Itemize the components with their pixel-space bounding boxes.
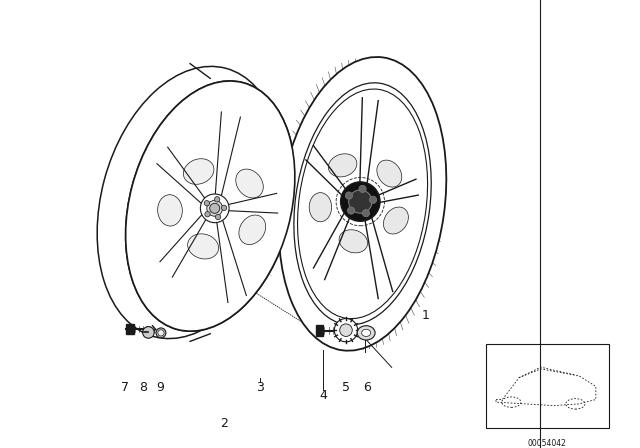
- Ellipse shape: [188, 234, 219, 259]
- Text: 9: 9: [156, 381, 164, 394]
- Text: 5: 5: [342, 381, 350, 394]
- Ellipse shape: [369, 196, 377, 203]
- Ellipse shape: [340, 182, 380, 221]
- Ellipse shape: [156, 328, 166, 338]
- Text: 1: 1: [421, 309, 429, 323]
- Ellipse shape: [158, 330, 164, 336]
- Ellipse shape: [97, 66, 283, 339]
- Ellipse shape: [349, 190, 372, 213]
- Bar: [127, 324, 134, 334]
- Ellipse shape: [125, 81, 295, 331]
- Ellipse shape: [362, 210, 369, 217]
- Text: 2: 2: [220, 417, 228, 430]
- Ellipse shape: [214, 197, 220, 202]
- Ellipse shape: [359, 185, 366, 193]
- Ellipse shape: [143, 327, 154, 338]
- Text: 7: 7: [121, 381, 129, 394]
- Ellipse shape: [207, 200, 223, 216]
- Text: 00054042: 00054042: [528, 439, 566, 448]
- Ellipse shape: [184, 159, 214, 184]
- Ellipse shape: [200, 194, 229, 223]
- Ellipse shape: [309, 193, 332, 222]
- Ellipse shape: [348, 207, 355, 214]
- Ellipse shape: [340, 324, 352, 336]
- Ellipse shape: [210, 203, 220, 213]
- Ellipse shape: [205, 211, 210, 217]
- Text: 4: 4: [319, 388, 327, 402]
- Ellipse shape: [357, 326, 375, 340]
- Ellipse shape: [236, 169, 263, 198]
- Ellipse shape: [294, 83, 431, 325]
- Ellipse shape: [328, 154, 357, 177]
- Ellipse shape: [298, 89, 428, 319]
- Text: 8: 8: [139, 381, 147, 394]
- Ellipse shape: [204, 201, 209, 206]
- Ellipse shape: [362, 329, 371, 336]
- Ellipse shape: [383, 207, 408, 234]
- Ellipse shape: [377, 160, 402, 187]
- Ellipse shape: [279, 57, 446, 351]
- Text: 6: 6: [363, 381, 371, 394]
- Ellipse shape: [239, 215, 266, 245]
- Ellipse shape: [334, 319, 358, 342]
- Bar: [316, 325, 323, 336]
- Ellipse shape: [216, 214, 221, 220]
- Ellipse shape: [157, 195, 182, 226]
- Ellipse shape: [221, 205, 227, 211]
- Ellipse shape: [346, 192, 353, 199]
- Ellipse shape: [339, 230, 367, 253]
- Text: 3: 3: [255, 381, 264, 394]
